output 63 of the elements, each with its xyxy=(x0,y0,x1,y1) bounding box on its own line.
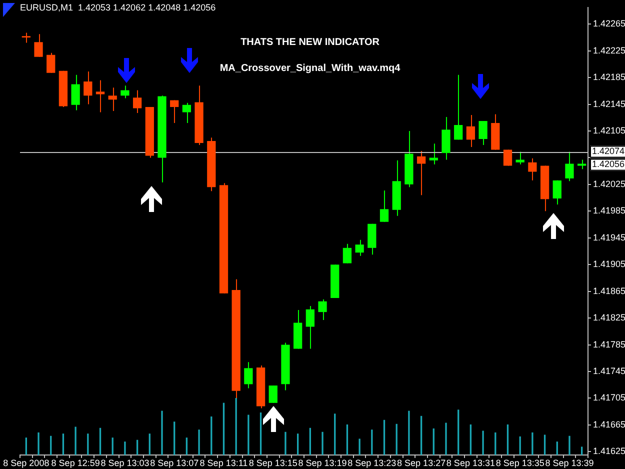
y-tick-label: 1.41865 xyxy=(593,286,625,296)
y-tick-label: 1.41785 xyxy=(593,339,625,350)
candlestick xyxy=(182,102,192,124)
x-tick-label: 8 Sep 13:39 xyxy=(545,458,594,468)
candlestick xyxy=(516,151,524,165)
y-tick-label: 1.42105 xyxy=(593,125,625,136)
candlestick xyxy=(34,34,43,58)
x-tick-label: 8 Sep 13:23 xyxy=(348,458,396,468)
x-tick-label: 8 Sep 13:11 xyxy=(200,458,248,468)
candlestick xyxy=(565,151,574,182)
text: 1.42056 xyxy=(592,159,625,170)
y-tick-label: 1.41705 xyxy=(593,392,625,403)
y-tick-label: 1.41945 xyxy=(593,232,625,242)
candlestick xyxy=(22,32,30,44)
candlestick xyxy=(120,85,130,99)
x-tick-label: 8 Sep 13:31 xyxy=(446,458,495,468)
candlestick xyxy=(71,74,80,111)
y-tick-label: 1.41625 xyxy=(593,446,625,456)
y-tick-label: 1.42265 xyxy=(593,18,625,29)
candlestick xyxy=(552,180,562,205)
x-tick-label: 8 Sep 13:15 xyxy=(248,458,298,468)
x-tick-label: 8 Sep 13:07 xyxy=(150,458,199,468)
candlestick xyxy=(84,71,92,105)
y-tick-label: 1.41985 xyxy=(593,206,625,216)
candlestick xyxy=(96,80,105,113)
y-tick-label: 1.41825 xyxy=(593,312,625,323)
candlestick xyxy=(46,52,56,74)
candlestick xyxy=(380,190,389,222)
candlestick xyxy=(503,149,512,166)
x-tick-label: 8 Sep 13:27 xyxy=(397,458,446,468)
candlestick xyxy=(429,143,438,165)
x-tick-label: 8 Sep 13:03 xyxy=(100,458,150,468)
text: MA_Crossover_Signal_With_wav.mq4 xyxy=(220,62,401,74)
candlestick xyxy=(306,306,314,350)
candlestick xyxy=(268,385,278,404)
candlestick xyxy=(442,116,450,160)
candlestick xyxy=(478,120,488,146)
y-tick-label: 1.42025 xyxy=(593,178,625,189)
y-tick-label: 1.41745 xyxy=(593,366,625,376)
x-tick-label: 8 Sep 12:59 xyxy=(51,458,100,468)
candlestick xyxy=(318,298,327,321)
y-tick-label: 1.42145 xyxy=(593,98,625,109)
x-tick-label: 8 Sep 13:19 xyxy=(298,458,347,468)
annotation: EURUSD,M1 1.42053 1.42062 1.42048 1.42056 xyxy=(20,2,216,12)
x-tick-label: 8 Sep 2008 xyxy=(3,458,50,468)
y-tick-label: 1.42185 xyxy=(593,72,625,82)
y-tick-label: 1.41905 xyxy=(593,259,625,270)
candlestick xyxy=(528,158,537,181)
candlestick xyxy=(466,114,476,148)
candlestick xyxy=(108,87,117,112)
text: THATS THE NEW INDICATOR xyxy=(240,36,380,48)
candlestick xyxy=(355,239,364,256)
candlestick xyxy=(244,362,253,389)
x-tick-label: 8 Sep 13:35 xyxy=(496,458,544,468)
candlestick xyxy=(454,74,463,140)
candlestick xyxy=(416,150,426,196)
candlestick xyxy=(170,100,179,124)
y-tick-label: 1.41665 xyxy=(593,419,625,430)
candlestick xyxy=(132,90,142,114)
y-tick-label: 1.42225 xyxy=(593,45,625,56)
candlestick xyxy=(578,159,586,170)
ref-line-label: 1.42074 xyxy=(592,146,625,156)
candlestick xyxy=(342,243,352,264)
